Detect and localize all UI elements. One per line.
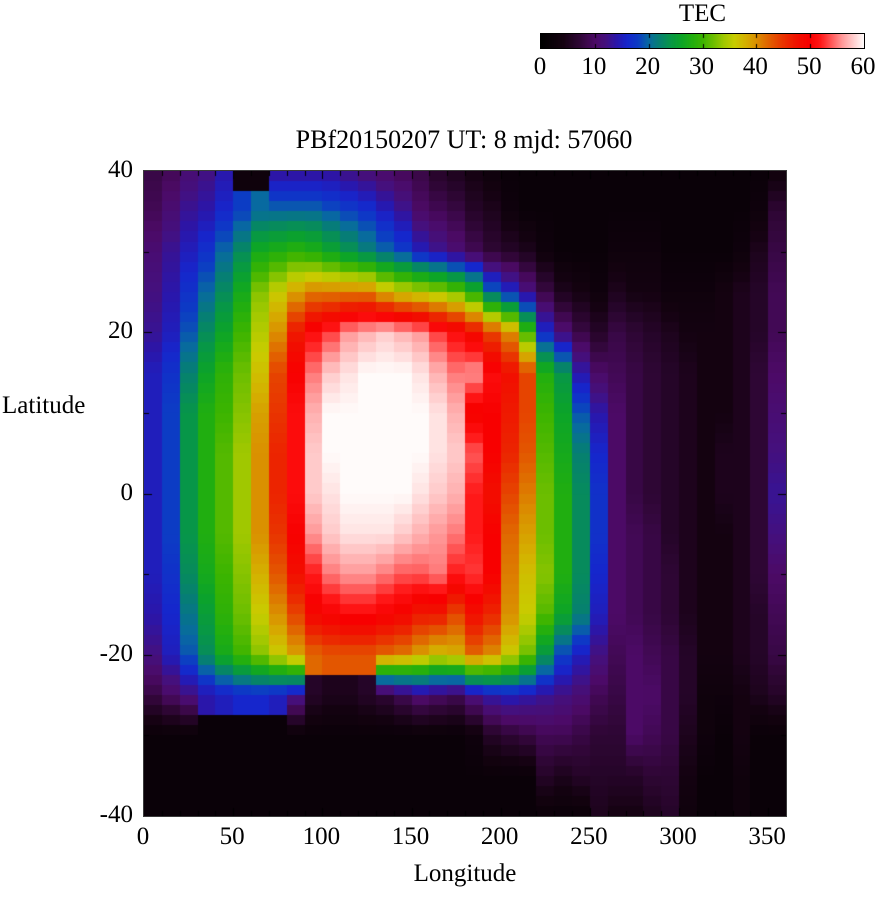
colorbar-tick-label: 50 — [796, 53, 822, 80]
tec-heatmap — [144, 171, 786, 816]
x-tick-label: 100 — [302, 823, 341, 850]
colorbar-tick-label: 10 — [581, 53, 607, 80]
x-tick-label: 250 — [570, 823, 608, 850]
y-tick-label: -40 — [99, 801, 133, 828]
y-tick-label: -20 — [99, 639, 133, 667]
y-tick-label: 40 — [108, 156, 133, 183]
x-tick-label: 0 — [136, 823, 150, 850]
y-tick-label: 20 — [108, 317, 133, 345]
y-axis-title: Latitude — [2, 392, 86, 419]
y-tick-label: 0 — [120, 478, 134, 506]
colorbar-gradient — [540, 33, 865, 49]
colorbar-tick-label: 60 — [850, 53, 876, 80]
x-axis-title: Longitude — [413, 860, 517, 887]
x-tick-label: 200 — [480, 823, 519, 850]
colorbar-tick-label: 40 — [742, 53, 768, 80]
colorbar-tick-label: 20 — [635, 53, 661, 80]
colorbar-title: TEC — [678, 0, 727, 27]
x-tick-label: 150 — [391, 823, 430, 850]
colorbar-tick-label: 30 — [689, 53, 714, 80]
x-tick-label: 300 — [659, 823, 697, 850]
plot-title: PBf20150207 UT: 8 mjd: 57060 — [295, 125, 633, 154]
x-tick-label: 350 — [748, 823, 786, 850]
heatmap-plot-area — [143, 170, 787, 817]
x-tick-label: 50 — [219, 823, 245, 850]
colorbar-tick-label: 0 — [533, 53, 547, 80]
